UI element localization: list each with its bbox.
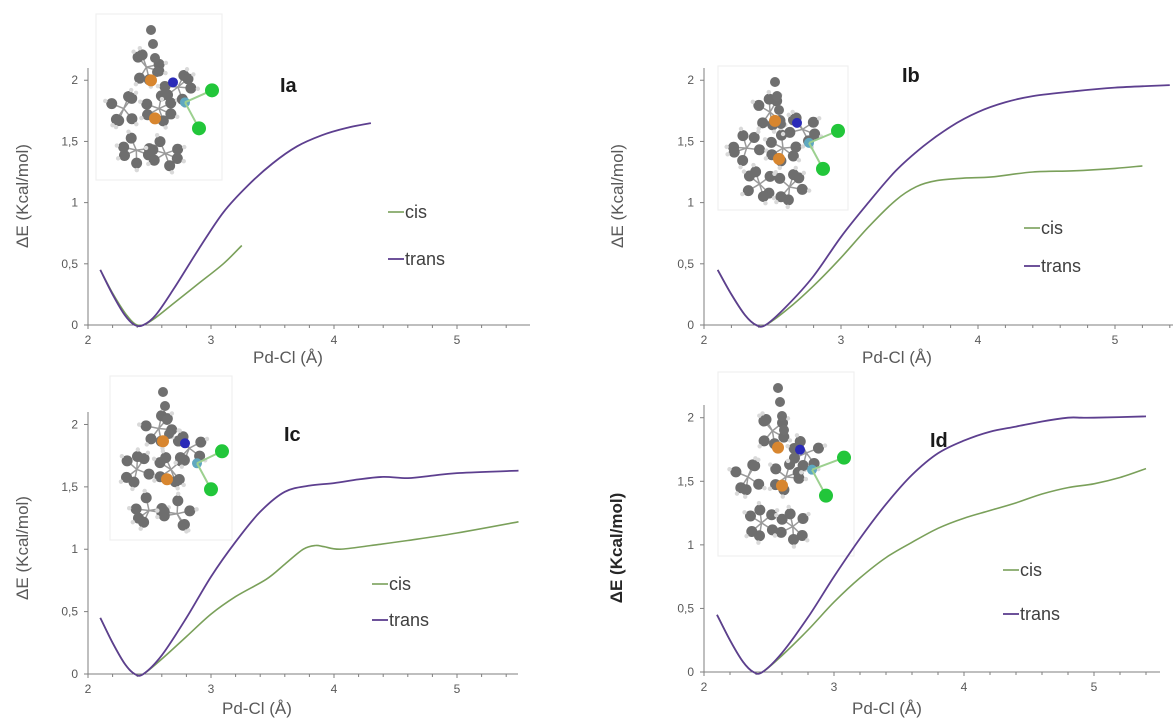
y-tick-label: 1,5	[61, 134, 78, 148]
x-tick-label: 2	[701, 680, 708, 694]
x-tick-label: 2	[85, 333, 92, 347]
y-tick-label: 1	[71, 542, 78, 556]
legend-label-cis: cis	[1020, 560, 1042, 580]
legend-label-trans: trans	[1020, 604, 1060, 624]
y-tick-label: 0	[71, 318, 78, 332]
y-tick-label: 1	[687, 196, 694, 210]
y-tick-label: 0,5	[677, 257, 694, 271]
y-tick-label: 2	[71, 417, 78, 431]
legend-label-cis: cis	[405, 202, 427, 222]
y-axis-label: ΔE (Kcal/mol)	[13, 144, 32, 248]
y-tick-label: 1	[687, 538, 694, 552]
legend-label-trans: trans	[389, 610, 429, 630]
y-axis-label: ΔE (Kcal/mol)	[607, 493, 626, 603]
series-line-trans	[716, 415, 1147, 675]
y-tick-label: 1,5	[677, 474, 694, 488]
x-axis-label: Pd-Cl (Å)	[852, 699, 922, 718]
y-tick-label: 0	[687, 665, 694, 679]
panel-title: Ic	[284, 424, 301, 446]
molecule-icon	[95, 13, 223, 181]
x-axis-label: Pd-Cl (Å)	[222, 699, 292, 718]
y-tick-label: 0,5	[61, 257, 78, 271]
legend-label-trans: trans	[1041, 256, 1081, 276]
chart-panel-ib: 0 0,5 1 1,5 2 2 3 4 5 Pd-Cl (Å) ΔE (Kcal/mol) Ib cis…	[608, 65, 1173, 367]
chart-panel-id: 0 0,5 1 1,5 2 2 3 4 5 Pd-Cl (Å) ΔE (Kcal/mol) Id cis…	[607, 371, 1160, 718]
y-tick-label: 0	[687, 318, 694, 332]
y-tick-label: 1,5	[61, 480, 78, 494]
y-tick-label: 0,5	[677, 601, 694, 615]
x-tick-label: 5	[454, 333, 461, 347]
series-line-trans	[99, 469, 519, 677]
y-tick-label: 0	[71, 667, 78, 681]
y-tick-label: 2	[71, 73, 78, 87]
chart-panel-ic: 0 0,5 1 1,5 2 2 3 4 5 Pd-Cl (Å) ΔE (Kcal/mol) Ic cis…	[13, 375, 519, 718]
y-tick-label: 2	[687, 73, 694, 87]
x-tick-label: 3	[831, 680, 838, 694]
legend-label-trans: trans	[405, 249, 445, 269]
x-axis-label: Pd-Cl (Å)	[862, 348, 932, 367]
x-tick-label: 5	[454, 682, 461, 696]
legend-label-cis: cis	[1041, 218, 1063, 238]
x-tick-label: 2	[85, 682, 92, 696]
x-tick-label: 3	[208, 333, 215, 347]
x-tick-label: 4	[331, 682, 338, 696]
molecule-icon	[109, 375, 233, 541]
y-tick-label: 1,5	[677, 134, 694, 148]
y-axis-label: ΔE (Kcal/mol)	[13, 496, 32, 600]
x-tick-label: 5	[1112, 333, 1119, 347]
panel-title: Ia	[280, 75, 298, 97]
legend-label-cis: cis	[389, 574, 411, 594]
x-tick-label: 2	[701, 333, 708, 347]
series-line-trans	[99, 122, 372, 328]
panel-title: Ib	[902, 65, 920, 87]
x-tick-label: 4	[331, 333, 338, 347]
x-tick-label: 3	[208, 682, 215, 696]
x-tick-label: 4	[961, 680, 968, 694]
panel-title: Id	[930, 430, 948, 452]
chart-panel-ia: 0 0,5 1 1,5 2 2 3 4 5 Pd-Cl (Å) ΔE (Kcal/mol) Ia cis…	[13, 13, 530, 367]
series-line-trans	[716, 84, 1170, 328]
x-tick-label: 5	[1091, 680, 1098, 694]
x-axis-label: Pd-Cl (Å)	[253, 348, 323, 367]
y-tick-label: 0,5	[61, 605, 78, 619]
x-tick-label: 4	[975, 333, 982, 347]
y-tick-label: 1	[71, 196, 78, 210]
y-tick-label: 2	[687, 411, 694, 425]
x-tick-label: 3	[838, 333, 845, 347]
molecule-icon	[717, 65, 849, 211]
y-axis-label: ΔE (Kcal/mol)	[608, 144, 627, 248]
molecule-icon	[717, 371, 855, 557]
series-line-cis	[99, 244, 243, 327]
